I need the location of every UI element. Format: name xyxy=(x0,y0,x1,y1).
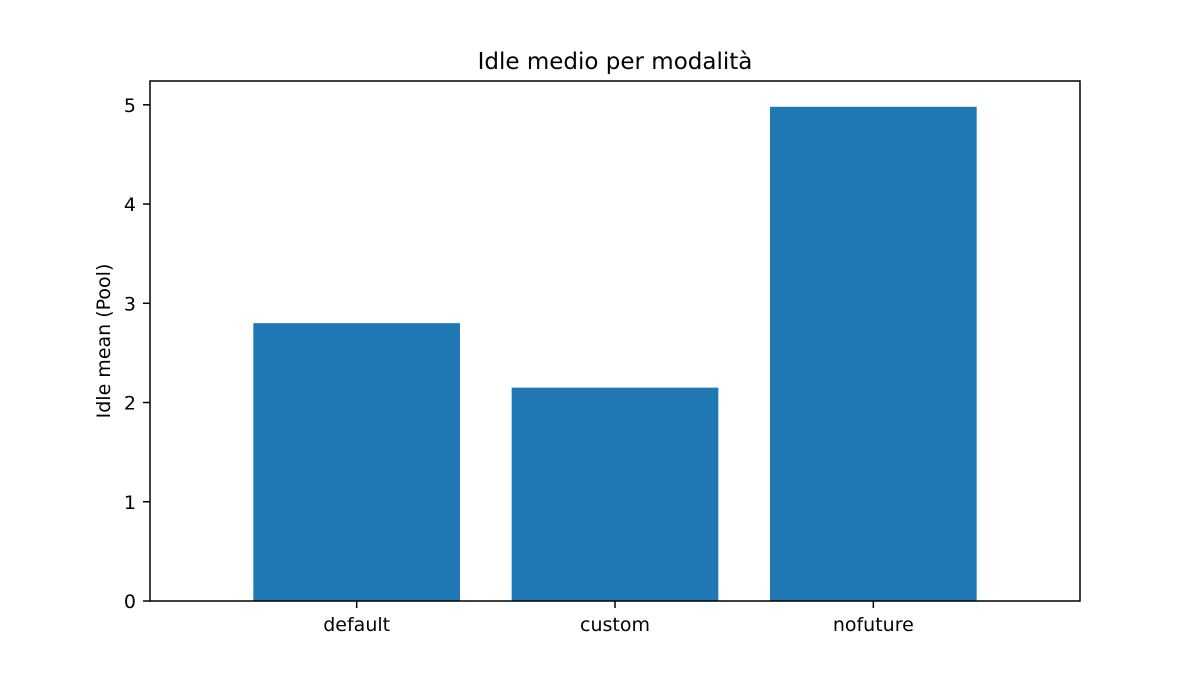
x-tick-label-custom: custom xyxy=(580,614,650,636)
x-tick-label-default: default xyxy=(323,614,390,636)
x-tick-label-nofuture: nofuture xyxy=(833,614,914,636)
plot-frame xyxy=(149,80,1081,602)
y-tick-label: 0 xyxy=(124,591,136,613)
y-tick-label: 1 xyxy=(124,492,136,514)
bars-group xyxy=(253,106,977,602)
x-axis: default custom nofuture xyxy=(323,601,914,636)
y-tick-label: 2 xyxy=(124,393,136,415)
y-axis-label: Idle mean (Pool) xyxy=(93,264,115,419)
bar-default xyxy=(253,323,460,601)
chart-title: Idle medio per modalità xyxy=(478,49,753,75)
y-tick-label: 4 xyxy=(124,194,136,216)
bar-custom xyxy=(511,387,719,601)
y-tick-label: 5 xyxy=(124,95,136,117)
bar-nofuture xyxy=(770,106,977,602)
y-tick-label: 3 xyxy=(124,293,136,315)
y-axis: 0 1 2 3 4 5 xyxy=(124,95,150,613)
